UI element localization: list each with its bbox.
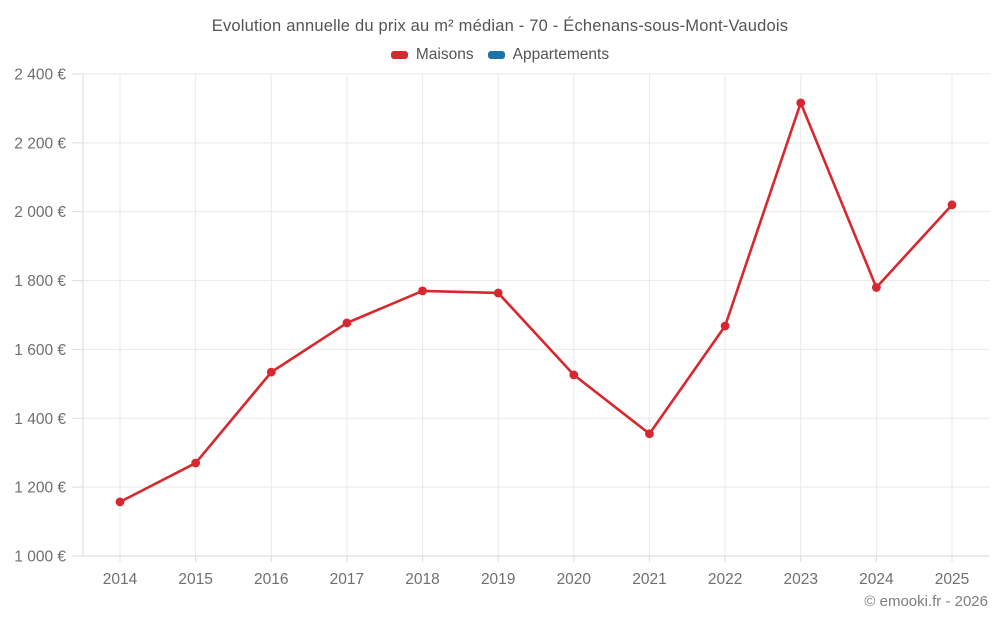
legend-label-maisons: Maisons — [415, 46, 474, 63]
data-point-maisons-2025[interactable] — [947, 200, 957, 210]
data-point-maisons-2015[interactable] — [191, 458, 201, 468]
appartements-swatch-icon — [487, 51, 505, 59]
x-tick-label: 2016 — [254, 571, 288, 588]
series-line-maisons — [118, 101, 954, 504]
x-tick-label: 2015 — [178, 571, 212, 588]
data-point-maisons-2018[interactable] — [418, 286, 427, 296]
data-point-maisons-2020[interactable] — [569, 370, 579, 380]
legend-label-appartements: Appartements — [512, 46, 610, 63]
x-tick-label: 2024 — [859, 571, 894, 588]
y-tick-label: 1 400 € — [14, 411, 66, 428]
y-tick-label: 1 800 € — [14, 273, 66, 290]
x-tick-label: 2022 — [708, 571, 742, 588]
legend-item-appartements[interactable]: Appartements — [487, 46, 610, 64]
legend-item-maisons[interactable]: Maisons — [390, 46, 474, 64]
data-point-maisons-2021[interactable] — [645, 429, 654, 439]
y-tick-label: 1 200 € — [14, 480, 66, 497]
data-point-maisons-2019[interactable] — [493, 288, 503, 298]
y-tick-label: 2 400 € — [14, 67, 66, 84]
y-tick-label: 2 200 € — [14, 135, 66, 152]
data-point-maisons-2024[interactable] — [871, 283, 881, 292]
x-tick-label: 2025 — [935, 571, 969, 588]
maisons-swatch-icon — [390, 51, 408, 59]
data-point-maisons-2022[interactable] — [720, 321, 730, 331]
x-tick-label: 2014 — [103, 571, 138, 588]
x-tick-label: 2021 — [632, 571, 666, 588]
x-tick-label: 2018 — [405, 571, 439, 588]
chart-title: Evolution annuelle du prix au m² médian … — [211, 17, 789, 35]
x-tick-label: 2017 — [330, 571, 364, 588]
attribution: © emooki.fr - 2026 — [864, 593, 988, 610]
x-tick-label: 2020 — [557, 571, 592, 588]
y-tick-label: 1 000 € — [14, 549, 66, 566]
data-point-maisons-2017[interactable] — [342, 318, 352, 328]
y-tick-label: 2 000 € — [14, 204, 66, 221]
data-point-maisons-2023[interactable] — [796, 98, 806, 108]
legend: Maisons Appartements — [0, 46, 1000, 64]
data-point-maisons-2016[interactable] — [266, 367, 276, 377]
y-tick-label: 1 600 € — [14, 342, 66, 359]
x-tick-label: 2019 — [481, 571, 515, 588]
data-point-maisons-2014[interactable] — [115, 497, 125, 507]
x-tick-label: 2023 — [783, 571, 817, 588]
